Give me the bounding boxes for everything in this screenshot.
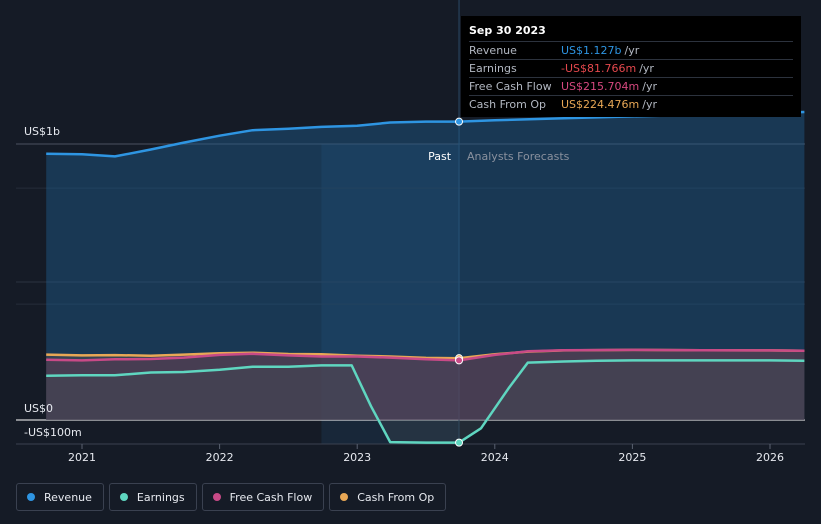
tooltip-value: US$215.704m [561, 80, 640, 93]
x-tick-label: 2022 [206, 451, 234, 464]
chart-areas [46, 112, 805, 443]
tooltip: Sep 30 2023 Revenue US$1.127b /yr Earnin… [461, 16, 801, 117]
chart-markers [455, 117, 464, 447]
y-tick-label: US$1b [24, 125, 60, 138]
legend-item-revenue[interactable]: Revenue [16, 483, 104, 511]
past-label: Past [428, 150, 452, 163]
earnings-dot-icon [119, 493, 128, 501]
legend-label: Revenue [44, 490, 92, 504]
tooltip-row-free-cash-flow: Free Cash Flow US$215.704m /yr [469, 77, 793, 95]
tooltip-label: Cash From Op [469, 98, 547, 111]
tooltip-label: Revenue [469, 44, 517, 57]
legend-item-earnings[interactable]: Earnings [108, 483, 197, 511]
legend-label: Earnings [136, 490, 185, 504]
free-cash-flow-dot-icon [212, 493, 221, 501]
forecast-label: Analysts Forecasts [467, 150, 570, 163]
y-tick-label: -US$100m [24, 426, 82, 439]
y-axis-ticks: US$1b US$0 -US$100m [24, 125, 82, 439]
x-tick-label: 2025 [618, 451, 646, 464]
tooltip-unit: /yr [624, 44, 640, 57]
legend-label: Cash From Op [357, 490, 435, 504]
tooltip-unit: /yr [642, 98, 657, 111]
y-tick-label: US$0 [24, 402, 53, 415]
tooltip-label: Free Cash Flow [469, 80, 552, 93]
revenue-area [46, 112, 805, 420]
legend-label: Free Cash Flow [229, 490, 313, 504]
tooltip-row-revenue: Revenue US$1.127b /yr [469, 41, 793, 59]
cash-from-op-dot-icon [340, 493, 349, 501]
tooltip-unit: /yr [639, 62, 654, 75]
free-cash-flow-marker [455, 356, 464, 365]
x-axis-ticks: 2021 2022 2023 2024 2025 2026 [68, 444, 784, 464]
revenue-dot-icon [27, 493, 35, 501]
highlight-band [321, 144, 460, 444]
revenue-marker [455, 117, 464, 126]
earnings-marker [455, 438, 464, 447]
tooltip-value: US$1.127b [561, 44, 622, 57]
x-tick-label: 2024 [481, 451, 509, 464]
tooltip-label: Earnings [469, 62, 517, 75]
tooltip-value: US$224.476m [561, 98, 640, 111]
x-tick-label: 2026 [756, 451, 784, 464]
x-tick-label: 2021 [68, 451, 96, 464]
tooltip-row-earnings: Earnings -US$81.766m /yr [469, 59, 793, 77]
legend: Revenue Earnings Free Cash Flow Cash Fro… [16, 483, 447, 511]
tooltip-row-cash-from-op: Cash From Op US$224.476m /yr [469, 95, 793, 113]
legend-item-free-cash-flow[interactable]: Free Cash Flow [201, 483, 325, 511]
earnings-line [46, 359, 805, 444]
chart-grid [16, 0, 805, 445]
earnings-area [46, 360, 805, 443]
chart-canvas: 2021 2022 2023 2024 2025 2026 US$1b US$0 -US$10… [16, 0, 805, 464]
tooltip-unit: /yr [642, 80, 657, 93]
x-tick-label: 2023 [343, 451, 371, 464]
tooltip-date: Sep 30 2023 [469, 24, 546, 37]
legend-item-cash-from-op[interactable]: Cash From Op [329, 483, 447, 511]
free-cash-flow-line [46, 348, 805, 362]
tooltip-value: -US$81.766m [561, 62, 637, 75]
